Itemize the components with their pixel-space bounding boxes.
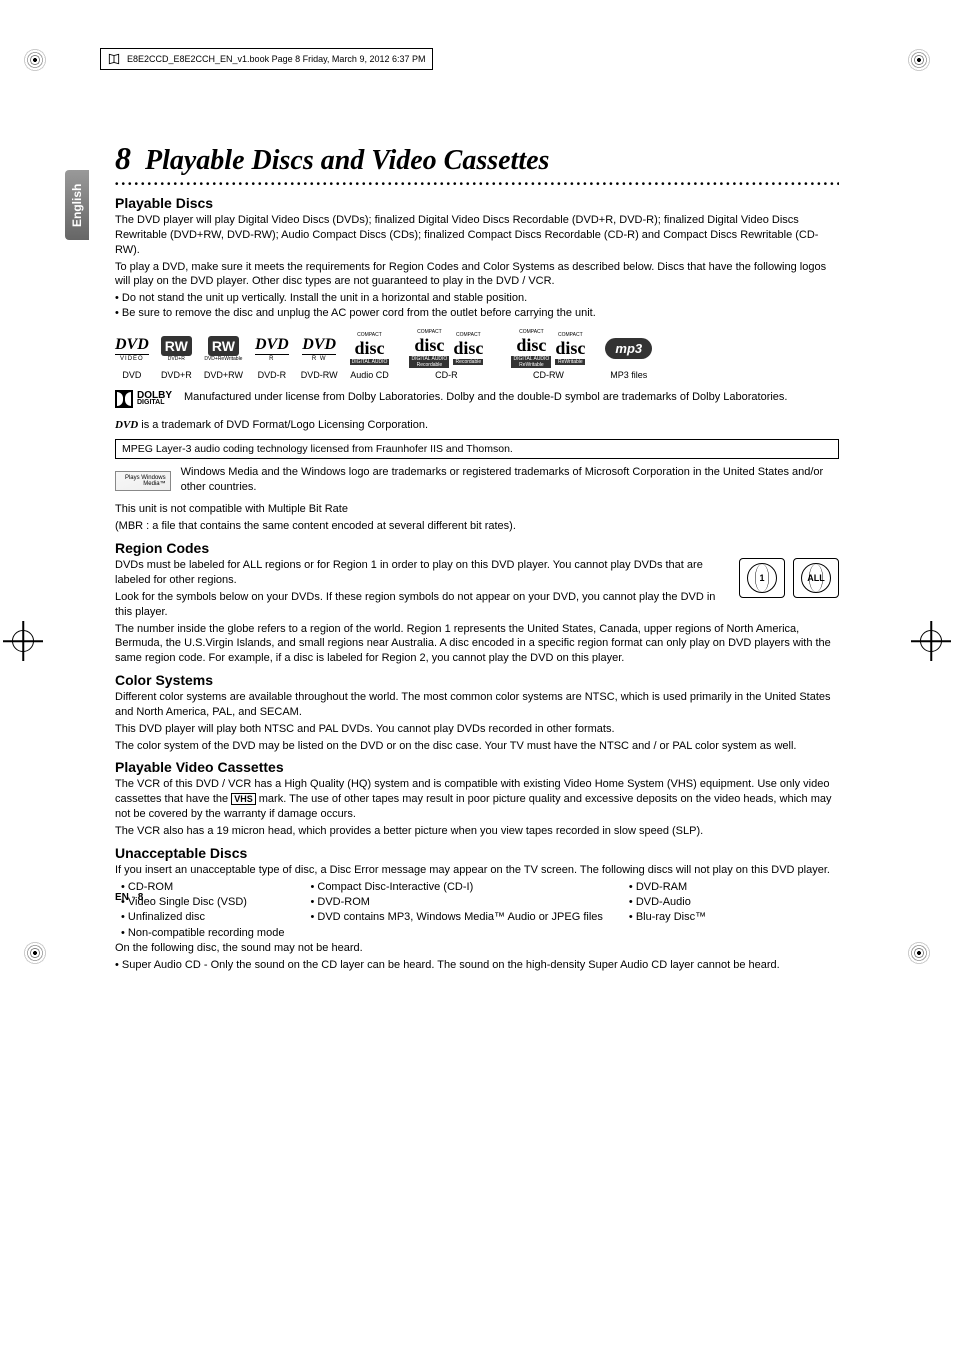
- playable-discs-p1: The DVD player will play Digital Video D…: [115, 213, 839, 258]
- region-globe-all: ALL: [801, 563, 831, 593]
- list-item: DVD contains MP3, Windows Media™ Audio o…: [304, 910, 602, 925]
- unaccept-col2: Compact Disc-Interactive (CD-I) DVD-ROM …: [304, 880, 602, 942]
- color-p2: This DVD player will play both NTSC and …: [115, 722, 839, 737]
- print-radial-tr: [899, 40, 939, 80]
- playable-video-p1: The VCR of this DVD / VCR has a High Qua…: [115, 777, 839, 822]
- title-text: Playable Discs and Video Cassettes: [145, 145, 549, 176]
- print-radial-bl: [15, 933, 55, 973]
- color-systems-heading: Color Systems: [115, 672, 839, 688]
- mbr-line2: (MBR : a file that contains the same con…: [115, 519, 839, 534]
- unaccept-col1: CD-ROM Video Single Disc (VSD) Unfinaliz…: [115, 880, 284, 942]
- dolby-text: Manufactured under license from Dolby La…: [184, 390, 787, 405]
- logo-dvd-plus-rw: RWDVD+ReWritable DVD+RW: [204, 331, 243, 380]
- unacceptable-outro-list: Super Audio CD - Only the sound on the C…: [115, 958, 839, 973]
- logo-mp3: mp3 MP3 files: [605, 331, 652, 380]
- playable-discs-bullets: Do not stand the unit up vertically. Ins…: [115, 291, 839, 321]
- page-title: 8 Playable Discs and Video Cassettes: [115, 140, 839, 177]
- region-globe-icons: 1 ALL: [739, 558, 839, 598]
- print-radial-tl: [15, 40, 55, 80]
- windows-media-logo: Plays Windows Media™: [115, 471, 171, 491]
- list-item: Blu-ray Disc™: [623, 910, 706, 925]
- region-globe-1: 1: [747, 563, 777, 593]
- document-header-info: E8E2CCD_E8E2CCH_EN_v1.book Page 8 Friday…: [100, 48, 433, 70]
- logo-dvd: DVDVIDEO DVD: [115, 331, 149, 380]
- language-tab: English: [65, 170, 89, 240]
- logo-audio-cd: COMPACTdiscDIGITAL AUDIO Audio CD: [350, 331, 390, 380]
- logo-dvd-rw: DVDR W DVD-RW: [301, 331, 338, 380]
- disc-logos-row: DVDVIDEO DVD RWDVD+R DVD+R RWDVD+ReWrita…: [115, 331, 839, 380]
- region-p1: DVDs must be labeled for ALL regions or …: [115, 558, 839, 588]
- title-dots: ••••••••••••••••••••••••••••••••••••••••…: [115, 179, 839, 189]
- list-item: DVD-ROM: [304, 895, 602, 910]
- print-radial-br: [899, 933, 939, 973]
- dolby-icon: [115, 390, 133, 408]
- book-icon: [107, 52, 121, 66]
- unaccept-col3: DVD-RAM DVD-Audio Blu-ray Disc™: [623, 880, 706, 942]
- logo-dvd-r: DVDR DVD-R: [255, 331, 289, 380]
- list-item: Non-compatible recording mode: [115, 926, 284, 941]
- mbr-line1: This unit is not compatible with Multipl…: [115, 502, 839, 517]
- list-item: DVD-RAM: [623, 880, 706, 895]
- page-number: 8: [115, 140, 131, 176]
- list-item: Super Audio CD - Only the sound on the C…: [115, 958, 839, 973]
- unacceptable-columns: CD-ROM Video Single Disc (VSD) Unfinaliz…: [115, 880, 839, 942]
- region-p3: The number inside the globe refers to a …: [115, 622, 839, 667]
- registration-mark-left: [12, 630, 34, 652]
- dolby-logo: DOLBYDIGITAL: [115, 390, 172, 408]
- unacceptable-heading: Unacceptable Discs: [115, 845, 839, 861]
- list-item: DVD-Audio: [623, 895, 706, 910]
- registration-mark-right: [920, 630, 942, 652]
- dolby-row: DOLBYDIGITAL Manufactured under license …: [115, 390, 839, 408]
- playable-video-p2: The VCR also has a 19 micron head, which…: [115, 824, 839, 839]
- unacceptable-intro: If you insert an unacceptable type of di…: [115, 863, 839, 878]
- dvd-trademark-line: DVD is a trademark of DVD Format/Logo Li…: [115, 418, 839, 433]
- region-codes-heading: Region Codes: [115, 540, 839, 556]
- color-p1: Different color systems are available th…: [115, 690, 839, 720]
- logo-dvd-plus-r: RWDVD+R DVD+R: [161, 331, 192, 380]
- windows-media-row: Plays Windows Media™ Windows Media and t…: [115, 465, 839, 497]
- playable-discs-p2: To play a DVD, make sure it meets the re…: [115, 260, 839, 290]
- page-content: 8 Playable Discs and Video Cassettes •••…: [115, 140, 839, 973]
- playable-video-heading: Playable Video Cassettes: [115, 759, 839, 775]
- unacceptable-outro1: On the following disc, the sound may not…: [115, 941, 839, 956]
- footer-page-number: EN - 8: [115, 892, 143, 903]
- windows-media-text: Windows Media and the Windows logo are t…: [181, 465, 839, 495]
- header-filename: E8E2CCD_E8E2CCH_EN_v1.book Page 8 Friday…: [127, 54, 426, 64]
- color-p3: The color system of the DVD may be liste…: [115, 739, 839, 754]
- bullet-item: Be sure to remove the disc and unplug th…: [115, 306, 839, 321]
- vhs-mark: VHS: [231, 793, 256, 805]
- logo-cd-r: COMPACTdiscDIGITAL AUDIORecordable COMPA…: [401, 331, 491, 380]
- dvd-inline-logo: DVD: [115, 419, 138, 431]
- playable-discs-heading: Playable Discs: [115, 195, 839, 211]
- region-p2: Look for the symbols below on your DVDs.…: [115, 590, 839, 620]
- list-item: Compact Disc-Interactive (CD-I): [304, 880, 602, 895]
- list-item: Unfinalized disc: [115, 910, 284, 925]
- logo-cd-rw: COMPACTdiscDIGITAL AUDIOReWritable COMPA…: [503, 331, 593, 380]
- bullet-item: Do not stand the unit up vertically. Ins…: [115, 291, 839, 306]
- mpeg-license-box: MPEG Layer-3 audio coding technology lic…: [115, 439, 839, 459]
